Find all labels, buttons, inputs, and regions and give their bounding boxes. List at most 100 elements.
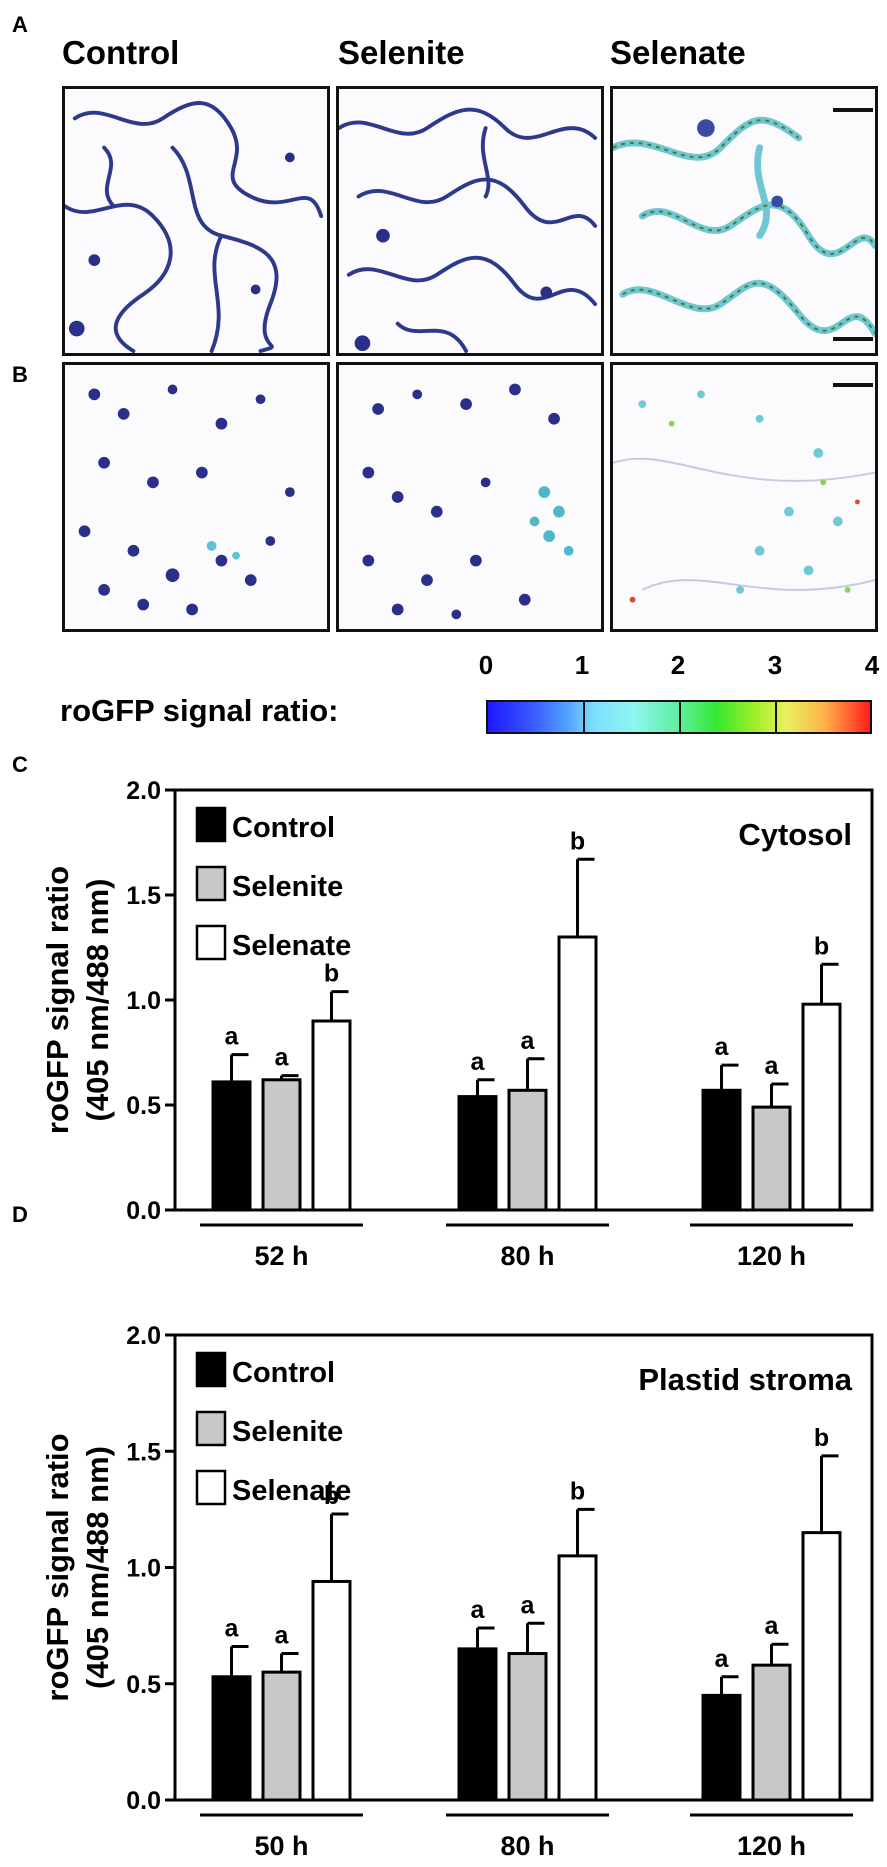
cytosol-title: Cytosol	[738, 817, 852, 852]
stroma-sig-letter-1-2: a	[765, 1612, 780, 1640]
micrograph-a-selenite	[336, 86, 604, 356]
stroma-ytick-label-4: 2.0	[126, 1322, 161, 1350]
cytosol-bar-selenite-2	[751, 1105, 792, 1212]
colorbar-tick-2: 2	[670, 650, 686, 680]
colorbar-divider-2	[679, 702, 681, 732]
stroma-sig-letter-2-1: b	[570, 1477, 585, 1505]
colorbar-divider-3	[775, 702, 777, 732]
stroma-xtick-label-0: 50 h	[254, 1831, 308, 1861]
stroma-ylabel-line2: (405 nm/488 nm)	[80, 1446, 115, 1689]
cytosol-ytick-label-0: 0.0	[126, 1197, 161, 1225]
cytosol-legend-label-selenite: Selenite	[232, 871, 343, 903]
cytosol-sig-letter-2-2: b	[814, 932, 829, 960]
stroma-xtick-label-2: 120 h	[737, 1831, 806, 1861]
chart-plastid-stroma-svg: 0.0 0.5 1.0 1.5 2.0 roGFP signal ratio (405 nm…	[40, 1322, 874, 1861]
cytosol-legend-swatch-control	[195, 806, 227, 843]
cytosol-ylabel-line2: (405 nm/488 nm)	[80, 879, 115, 1122]
cytosol-sig-letter-0-0: a	[225, 1023, 240, 1051]
cytosol-sig-letter-1-2: a	[765, 1052, 780, 1080]
panel-label-a: A	[12, 12, 28, 37]
stroma-ytick-label-0: 0.0	[126, 1787, 161, 1815]
cytosol-bar-selenite-1	[507, 1088, 548, 1212]
stroma-sig-letter-2-0: b	[324, 1482, 339, 1510]
stroma-sig-letter-0-0: a	[225, 1615, 240, 1643]
colorbar	[486, 700, 872, 734]
stroma-bar-selenate-2	[801, 1531, 842, 1802]
stroma-legend-label-selenate: Selenate	[232, 1475, 351, 1507]
stroma-sig-letter-2-2: b	[814, 1424, 829, 1452]
panel-label-b: B	[12, 362, 28, 387]
cytosol-legend-label-selenate: Selenate	[232, 930, 351, 962]
stroma-bar-selenate-1	[557, 1554, 598, 1802]
stroma-sig-letter-0-1: a	[471, 1596, 486, 1624]
cytosol-bar-selenate-2	[801, 1002, 842, 1212]
cytosol-bar-selenite-0	[261, 1078, 302, 1212]
cytosol-ytick-label-2: 1.0	[126, 987, 161, 1015]
micrograph-b-control	[62, 362, 330, 632]
cytosol-xtick-label-0: 52 h	[254, 1241, 308, 1271]
chart-plastid-stroma: 0.0 0.5 1.0 1.5 2.0 roGFP signal ratio (405 nm…	[0, 1305, 887, 1865]
cytosol-bar-selenate-0	[311, 1019, 352, 1212]
colorbar-divider-1	[583, 702, 585, 732]
cytosol-sig-letter-0-2: a	[715, 1033, 730, 1061]
stroma-legend-label-control: Control	[232, 1357, 335, 1389]
panel-label-c: C	[12, 752, 28, 777]
stroma-bar-selenate-0	[311, 1579, 352, 1802]
cytosol-bar-selenate-1	[557, 935, 598, 1212]
colorbar-tick-1: 1	[574, 650, 590, 680]
stroma-sig-letter-0-2: a	[715, 1645, 730, 1673]
stroma-sig-letter-1-1: a	[521, 1591, 536, 1619]
stroma-bar-selenite-1	[507, 1652, 548, 1802]
stroma-title: Plastid stroma	[638, 1362, 852, 1397]
cytosol-ylabel-line1: roGFP signal ratio	[40, 866, 75, 1134]
stroma-legend-swatch-selenite	[195, 1410, 227, 1447]
stroma-bar-control-2	[701, 1693, 742, 1802]
cytosol-sig-letter-1-0: a	[275, 1044, 290, 1072]
stroma-legend-swatch-control	[195, 1351, 227, 1388]
cytosol-legend-swatch-selenite	[195, 865, 227, 902]
column-heading-control: Control	[62, 34, 180, 71]
stroma-ylabel-line1: roGFP signal ratio	[40, 1433, 75, 1701]
stroma-bar-selenite-0	[261, 1670, 302, 1802]
chart-cytosol-svg: 0.0 0.5 1.0 1.5 2.0 roGFP signal ratio (405 nm…	[40, 777, 874, 1271]
stroma-xtick-label-1: 80 h	[500, 1831, 554, 1861]
stroma-legend-label-selenite: Selenite	[232, 1416, 343, 1448]
cytosol-ytick-label-1: 0.5	[126, 1092, 161, 1120]
cytosol-sig-letter-2-0: b	[324, 960, 339, 988]
cytosol-xtick-label-2: 120 h	[737, 1241, 806, 1271]
stroma-sig-letter-1-0: a	[275, 1622, 290, 1650]
colorbar-tick-0: 0	[478, 650, 494, 680]
cytosol-ytick-label-3: 1.5	[126, 882, 161, 910]
stroma-bar-control-0	[211, 1675, 252, 1802]
stroma-legend-swatch-selenate	[195, 1469, 227, 1506]
column-heading-selenate: Selenate	[610, 34, 746, 71]
stroma-bar-selenite-2	[751, 1663, 792, 1802]
micrograph-b-selenite	[336, 362, 604, 632]
colorbar-tick-3: 3	[767, 650, 783, 680]
cytosol-bar-control-0	[211, 1080, 252, 1212]
cytosol-ytick-label-4: 2.0	[126, 777, 161, 805]
stroma-ytick-label-1: 0.5	[126, 1671, 161, 1699]
cytosol-legend-label-control: Control	[232, 812, 335, 844]
cytosol-sig-letter-1-1: a	[521, 1027, 536, 1055]
cytosol-bar-control-2	[701, 1088, 742, 1212]
stroma-ytick-label-2: 1.0	[126, 1555, 161, 1583]
column-heading-selenite: Selenite	[338, 34, 465, 71]
scale-bar-a-bottom	[833, 337, 873, 341]
stroma-bar-control-1	[457, 1647, 498, 1802]
scale-bar-b	[833, 383, 873, 387]
scale-bar-a-top	[833, 108, 873, 112]
colorbar-title: roGFP signal ratio:	[60, 693, 339, 728]
chart-cytosol: 0.0 0.5 1.0 1.5 2.0 roGFP signal ratio (405 nm…	[0, 760, 887, 1280]
stroma-ytick-label-3: 1.5	[126, 1438, 161, 1466]
cytosol-bar-control-1	[457, 1095, 498, 1212]
cytosol-sig-letter-0-1: a	[471, 1048, 486, 1076]
panel-label-d: D	[12, 1202, 28, 1227]
cytosol-xtick-label-1: 80 h	[500, 1241, 554, 1271]
cytosol-sig-letter-2-1: b	[570, 827, 585, 855]
micrograph-b-selenate	[610, 362, 878, 632]
cytosol-legend-swatch-selenate	[195, 924, 227, 961]
micrograph-a-control	[62, 86, 330, 356]
colorbar-tick-4: 4	[864, 650, 880, 680]
micrograph-a-selenate	[610, 86, 878, 356]
